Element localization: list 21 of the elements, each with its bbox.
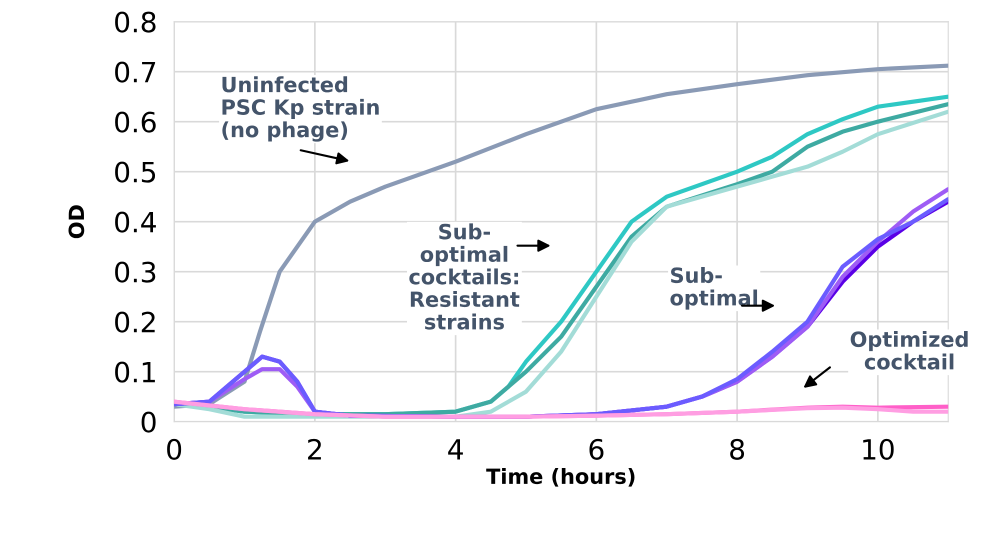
y-tick-label: 0.6 bbox=[115, 112, 156, 133]
y-tick-label: 0.7 bbox=[115, 62, 156, 83]
y-axis-title: OD bbox=[68, 205, 84, 238]
y-tick-label: 0.1 bbox=[115, 362, 155, 383]
annotation: Optimized cocktail bbox=[850, 330, 968, 370]
x-tick-label: 8 bbox=[730, 438, 744, 460]
y-tick-label: 0 bbox=[142, 412, 156, 433]
annotation: Uninfected PSC Kp strain (no phage) bbox=[222, 76, 379, 142]
y-tick-label: 0.2 bbox=[115, 312, 155, 333]
x-axis-title: Time (hours) bbox=[486, 468, 634, 487]
annotation: Sub- optimal bbox=[670, 266, 758, 310]
y-tick-label: 0.3 bbox=[115, 262, 156, 283]
x-tick-label: 10 bbox=[863, 438, 894, 460]
x-tick-label: 0 bbox=[167, 438, 182, 460]
x-tick-label: 4 bbox=[448, 439, 463, 460]
x-tick-label: 6 bbox=[589, 438, 604, 460]
x-tick-label: 2 bbox=[308, 438, 321, 460]
y-tick-label: 0.8 bbox=[115, 12, 156, 33]
annotation: Sub- optimal cocktails: Resistant strains bbox=[409, 223, 520, 330]
y-tick-label: 0.4 bbox=[115, 212, 156, 233]
y-tick-label: 0.5 bbox=[115, 162, 156, 183]
